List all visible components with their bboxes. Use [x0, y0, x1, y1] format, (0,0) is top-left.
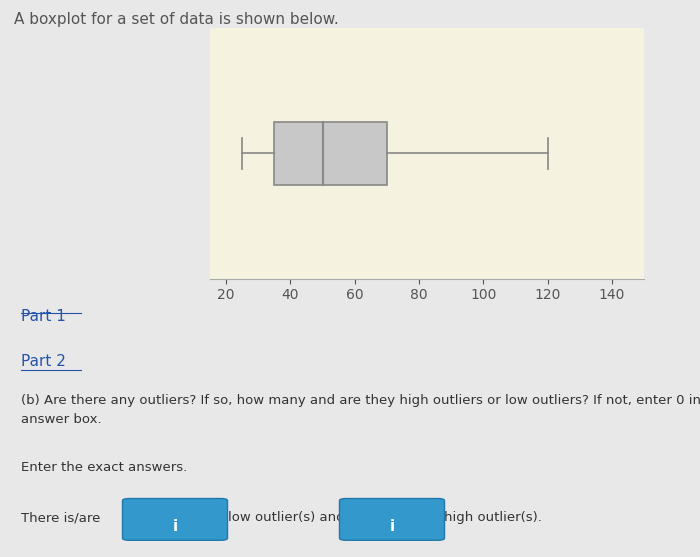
FancyBboxPatch shape: [274, 122, 387, 184]
Text: There is/are: There is/are: [21, 511, 100, 524]
FancyBboxPatch shape: [122, 499, 228, 540]
Text: low outlier(s) and: low outlier(s) and: [228, 511, 344, 524]
Text: Part 2: Part 2: [21, 354, 66, 369]
Text: Enter the exact answers.: Enter the exact answers.: [21, 461, 188, 474]
Text: high outlier(s).: high outlier(s).: [444, 511, 542, 524]
Text: i: i: [389, 519, 395, 534]
Text: Part 1: Part 1: [21, 309, 66, 324]
Text: A boxplot for a set of data is shown below.: A boxplot for a set of data is shown bel…: [14, 12, 339, 27]
Text: i: i: [172, 519, 178, 534]
FancyBboxPatch shape: [340, 499, 444, 540]
Text: (b) Are there any outliers? If so, how many and are they high outliers or low ou: (b) Are there any outliers? If so, how m…: [21, 394, 700, 426]
